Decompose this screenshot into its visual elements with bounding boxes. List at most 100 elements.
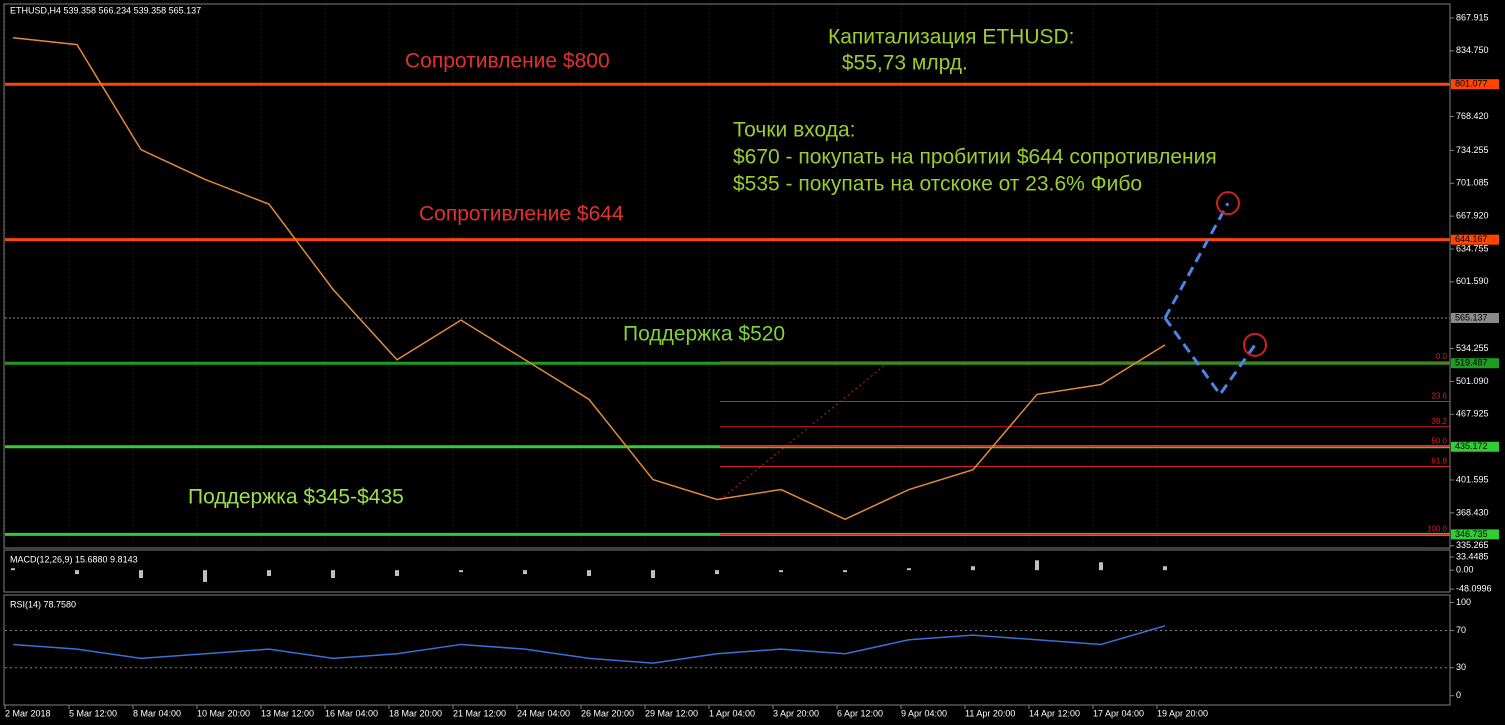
- x-tick-label: 18 Mar 20:00: [389, 708, 442, 718]
- y-tick-label: 867.915: [1456, 12, 1489, 22]
- level-tag-label: 644.167: [1455, 234, 1488, 244]
- macd-bar: [907, 568, 911, 571]
- x-tick-label: 2 Mar 2018: [5, 708, 51, 718]
- level-tag: [1451, 358, 1499, 369]
- x-tick-label: 17 Apr 04:00: [1093, 708, 1144, 718]
- x-tick-label: 5 Mar 12:00: [69, 708, 117, 718]
- macd-bar: [395, 570, 399, 577]
- level-tag: [1451, 79, 1499, 90]
- fib-label: 61.8: [1431, 457, 1447, 466]
- macd-bar: [587, 570, 591, 577]
- fib-label: 38.2: [1431, 417, 1447, 426]
- x-tick-label: 13 Mar 12:00: [261, 708, 314, 718]
- y-tick-label: 70: [1456, 625, 1466, 635]
- x-tick-label: 6 Apr 12:00: [837, 708, 883, 718]
- y-tick-label: 33.4485: [1456, 551, 1489, 561]
- level-label: Поддержка $520: [623, 323, 785, 346]
- fib-label: 100.0: [1427, 524, 1448, 533]
- macd-bar: [1035, 560, 1039, 571]
- level-tag: [1451, 441, 1499, 452]
- x-tick-label: 26 Mar 20:00: [581, 708, 634, 718]
- price-line: [12, 625, 1166, 664]
- macd-bar: [203, 570, 207, 582]
- target-circle: [1243, 332, 1267, 357]
- fib-label: 0.0: [1436, 352, 1448, 361]
- x-tick-label: 10 Mar 20:00: [197, 708, 250, 718]
- header: ETHUSD,H4 539.358 566.234 539.358 565.13…: [10, 5, 201, 15]
- level-label: Сопротивление $644: [419, 203, 624, 226]
- level-tag: [1451, 312, 1499, 323]
- rsi-panel: [3, 594, 1451, 706]
- x-tick-label: 3 Apr 20:00: [773, 708, 819, 718]
- rsi-title: RSI(14) 78.7580: [10, 599, 76, 609]
- y-tick-label: 734.255: [1456, 145, 1489, 155]
- forecast-path: [1163, 202, 1230, 319]
- macd-bar: [843, 570, 847, 573]
- target-circle: [1216, 191, 1240, 216]
- macd-bar: [267, 570, 271, 577]
- y-tick-label: 667.920: [1456, 211, 1489, 221]
- level-tag-label: 519.487: [1455, 358, 1488, 368]
- x-tick-label: 29 Mar 12:00: [645, 708, 698, 718]
- y-tick-label: 401.595: [1456, 474, 1489, 484]
- macd-bar: [651, 570, 655, 579]
- macd-bar: [75, 570, 79, 575]
- level-label: Сопротивление $800: [405, 50, 610, 73]
- x-tick-label: 9 Apr 04:00: [901, 708, 947, 718]
- x-tick-label: 21 Mar 12:00: [453, 708, 506, 718]
- y-tick-label: 701.085: [1456, 178, 1489, 188]
- y-tick-label: 100: [1456, 597, 1471, 607]
- macd-bar: [971, 566, 975, 571]
- y-tick-label: 634.755: [1456, 243, 1489, 253]
- y-tick-label: 0: [1456, 690, 1461, 700]
- level-tag-label: 565.137: [1455, 312, 1488, 322]
- y-tick-label: 0.00: [1456, 565, 1474, 575]
- x-tick-label: 8 Mar 04:00: [133, 708, 181, 718]
- y-tick-label: 601.590: [1456, 276, 1489, 286]
- level-tag: [1451, 234, 1499, 245]
- macd-bar: [523, 570, 527, 575]
- macd-panel: [3, 549, 1451, 593]
- annotation: Капитализация ETHUSD:: [828, 26, 1075, 49]
- x-tick-label: 24 Mar 04:00: [517, 708, 570, 718]
- y-tick-label: 467.925: [1456, 409, 1489, 419]
- price-line: [12, 36, 1166, 521]
- x-tick-label: 11 Apr 20:00: [965, 708, 1015, 718]
- forecast-path: [1163, 317, 1257, 397]
- annotation: Точки входа:: [733, 119, 856, 142]
- macd-bar: [139, 570, 143, 579]
- fib-label: 23.6: [1431, 392, 1447, 401]
- y-tick-label: 768.420: [1456, 111, 1489, 121]
- x-tick-label: 1 Apr 04:00: [709, 708, 755, 718]
- y-tick-label: 534.255: [1456, 343, 1489, 353]
- fib-label: 50.0: [1431, 436, 1447, 445]
- y-tick-label: -48.0996: [1456, 583, 1492, 593]
- macd-title: MACD(12,26,9) 15.6880 9.8143: [10, 554, 138, 564]
- macd-bar: [11, 568, 15, 571]
- level-tag-label: 346.735: [1455, 529, 1488, 539]
- level-tag-label: 435.172: [1455, 441, 1488, 451]
- macd-bar: [1163, 566, 1167, 571]
- x-tick-label: 14 Apr 12:00: [1029, 708, 1080, 718]
- annotation: $670 - покупать на пробитии $644 сопроти…: [733, 146, 1217, 169]
- y-tick-label: 368.430: [1456, 507, 1489, 517]
- macd-bar: [715, 570, 719, 575]
- macd-bar: [1099, 562, 1103, 571]
- x-tick-label: 16 Mar 04:00: [325, 708, 378, 718]
- y-tick-label: 501.090: [1456, 376, 1489, 386]
- x-tick-label: 19 Apr 20:00: [1157, 708, 1208, 718]
- annotation: $55,73 млрд.: [836, 52, 968, 75]
- level-tag: [1451, 529, 1499, 540]
- level-label: Поддержка $345-$435: [188, 486, 404, 509]
- y-tick-label: 335.265: [1456, 540, 1489, 550]
- y-tick-label: 834.750: [1456, 45, 1489, 55]
- macd-bar: [459, 570, 463, 573]
- macd-bar: [331, 570, 335, 579]
- macd-bar: [779, 570, 783, 573]
- level-tag-label: 801.077: [1455, 79, 1488, 89]
- main-panel: [3, 3, 1451, 549]
- y-tick-label: 30: [1456, 662, 1466, 672]
- annotation: $535 - покупать на отскоке от 23.6% Фибо: [733, 173, 1142, 196]
- fib-trend: [719, 364, 886, 501]
